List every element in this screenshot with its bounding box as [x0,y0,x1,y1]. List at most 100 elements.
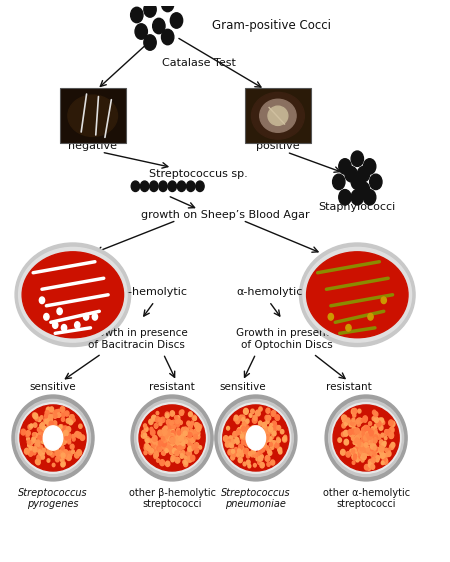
Circle shape [34,433,36,436]
Circle shape [52,463,55,466]
Circle shape [65,438,68,442]
Circle shape [362,436,366,441]
Circle shape [52,447,55,451]
Circle shape [180,437,185,442]
Circle shape [371,429,374,433]
Circle shape [256,431,261,437]
Circle shape [237,428,241,432]
Circle shape [48,450,52,455]
Circle shape [167,424,172,430]
Circle shape [254,435,257,440]
Circle shape [169,437,173,443]
Circle shape [130,7,143,22]
Circle shape [67,427,71,431]
Circle shape [260,441,262,445]
Circle shape [373,434,378,439]
Circle shape [345,439,348,443]
Circle shape [363,436,366,441]
Circle shape [63,430,68,436]
Circle shape [42,427,46,433]
Circle shape [170,437,175,443]
Circle shape [180,454,184,458]
Circle shape [176,440,181,446]
Circle shape [381,297,387,303]
Circle shape [159,447,162,451]
Text: resistant: resistant [149,382,195,392]
Circle shape [29,446,33,451]
Circle shape [259,422,262,425]
Circle shape [48,434,51,438]
Circle shape [367,450,370,454]
Circle shape [156,411,159,415]
Circle shape [49,438,52,442]
Circle shape [165,431,167,434]
Circle shape [258,450,262,455]
Circle shape [157,446,162,451]
Circle shape [55,457,59,462]
Circle shape [52,428,54,432]
Ellipse shape [306,252,408,338]
Circle shape [141,433,146,438]
Circle shape [175,433,179,437]
Circle shape [49,414,53,419]
Circle shape [47,428,50,432]
Circle shape [143,433,146,438]
Circle shape [237,453,240,457]
Circle shape [363,444,366,448]
Circle shape [46,407,50,413]
Circle shape [47,424,51,429]
Circle shape [353,409,357,414]
Circle shape [352,427,356,431]
Circle shape [55,427,58,432]
Circle shape [256,410,260,416]
Circle shape [283,437,286,441]
Circle shape [52,432,55,436]
Circle shape [369,448,372,451]
Text: Streptococcus
pyrogenes: Streptococcus pyrogenes [18,488,88,509]
Circle shape [35,442,39,446]
Circle shape [267,462,270,466]
Circle shape [177,181,186,192]
Circle shape [259,427,263,432]
Circle shape [246,432,250,437]
Circle shape [251,409,254,414]
Circle shape [252,417,257,423]
Circle shape [353,429,357,434]
Circle shape [234,418,237,421]
Circle shape [275,415,279,420]
Circle shape [353,441,356,445]
Circle shape [252,431,256,437]
Circle shape [154,424,158,428]
Circle shape [352,418,355,422]
Circle shape [240,434,243,438]
Circle shape [370,446,373,451]
Circle shape [184,428,189,433]
Circle shape [360,431,364,437]
Circle shape [195,448,198,453]
Circle shape [54,435,57,439]
Circle shape [176,436,180,440]
Circle shape [65,436,69,442]
Circle shape [229,443,232,447]
Circle shape [257,435,261,441]
Circle shape [75,432,79,437]
Circle shape [343,416,347,421]
Circle shape [234,415,238,420]
Circle shape [51,436,54,439]
Circle shape [28,425,32,429]
Circle shape [43,426,63,450]
Circle shape [50,408,54,413]
Circle shape [255,439,258,442]
Circle shape [155,424,158,428]
Circle shape [252,445,255,449]
Circle shape [256,437,259,441]
Circle shape [251,427,255,432]
Circle shape [61,418,65,422]
Circle shape [358,442,362,447]
Circle shape [358,456,362,460]
Circle shape [365,427,369,433]
Circle shape [177,419,180,423]
Circle shape [48,435,52,440]
Circle shape [64,427,68,432]
Circle shape [372,444,376,449]
